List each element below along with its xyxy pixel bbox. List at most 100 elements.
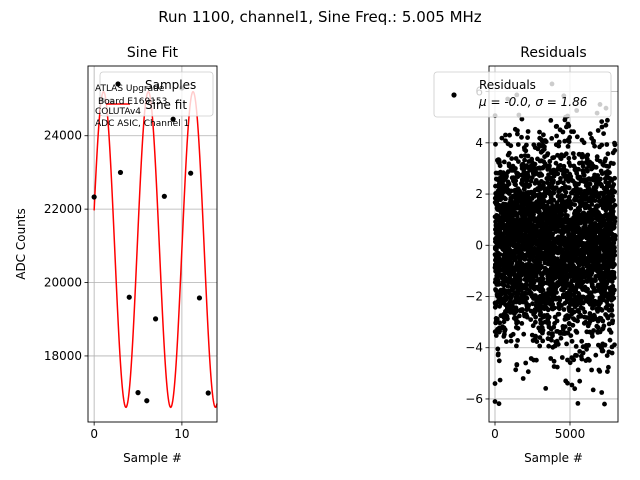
residual-point (556, 305, 561, 310)
residual-point (537, 308, 543, 314)
residual-point (556, 311, 562, 317)
residual-point (585, 152, 591, 158)
residual-point (519, 134, 524, 140)
residual-point (521, 191, 526, 197)
residual-point (566, 305, 572, 310)
residual-point (522, 263, 527, 269)
residual-point (602, 251, 608, 257)
residual-point (597, 158, 603, 164)
x-tick-label: 10 (174, 427, 189, 441)
residual-point (591, 177, 597, 183)
residual-point (499, 262, 504, 268)
residual-point (572, 304, 578, 310)
residual-point (515, 173, 520, 179)
residual-point (586, 163, 592, 169)
residual-point (545, 273, 551, 279)
residual-point (542, 265, 548, 271)
residual-point (564, 341, 569, 347)
residual-point (573, 215, 579, 221)
residual-point (555, 329, 560, 334)
residual-point (586, 299, 591, 305)
residual-point (495, 207, 501, 213)
residual-point (547, 159, 553, 164)
sample-point (117, 169, 124, 176)
residual-point (587, 189, 593, 195)
residual-point (604, 299, 610, 305)
residual-point (558, 187, 563, 193)
residual-point (586, 245, 592, 251)
residual-point (595, 194, 601, 199)
residual-point (570, 151, 576, 156)
residual-point (508, 338, 514, 344)
residual-point (609, 210, 615, 216)
residual-point (611, 261, 617, 267)
residual-point (517, 300, 523, 305)
residual-point (531, 211, 536, 217)
residual-point (520, 376, 526, 381)
residual-point (576, 256, 582, 262)
residual-point (532, 245, 537, 251)
residual-point (600, 341, 606, 347)
residual-point (528, 235, 534, 241)
residual-point (566, 185, 572, 191)
residual-point (580, 294, 586, 300)
residual-point (501, 282, 507, 288)
residual-point (542, 154, 547, 160)
residual-point (525, 129, 531, 134)
residual-point (604, 255, 610, 260)
residual-point (539, 324, 545, 330)
residual-point (524, 302, 530, 308)
residual-point (504, 171, 509, 177)
residual-point (510, 287, 516, 292)
residual-point (581, 210, 587, 216)
residual-point (598, 307, 604, 312)
residual-point (518, 249, 523, 255)
residual-point (498, 181, 503, 187)
residual-point (493, 318, 499, 324)
residual-point (609, 285, 615, 291)
residual-point (609, 308, 615, 313)
residual-point (493, 287, 498, 292)
residual-point (572, 197, 577, 203)
residual-point (535, 258, 540, 264)
residual-point (496, 176, 502, 182)
residual-point (564, 313, 570, 318)
residual-point (600, 263, 605, 269)
residual-point (499, 195, 504, 200)
residual-point (590, 305, 595, 311)
residual-point (599, 202, 604, 208)
residual-point (496, 401, 502, 407)
residual-point (597, 295, 603, 301)
residual-point (593, 352, 599, 358)
residual-point (507, 209, 512, 215)
residual-point (557, 297, 563, 303)
residual-point (553, 339, 559, 345)
residual-point (516, 159, 521, 165)
residual-point (579, 154, 585, 160)
residual-point (554, 237, 560, 242)
residual-point (588, 290, 594, 296)
residual-point (532, 278, 537, 283)
residual-point (497, 230, 503, 236)
sample-point (91, 194, 97, 200)
y-tick-label: 22000 (44, 202, 82, 216)
residual-point (493, 236, 498, 242)
residual-point (501, 319, 507, 325)
residual-point (497, 303, 502, 309)
sine-fit-xlabel: Sample # (123, 451, 182, 465)
residual-point (582, 189, 588, 194)
residual-point (515, 202, 520, 208)
residual-point (524, 178, 530, 184)
residual-point (550, 331, 555, 336)
residual-point (559, 264, 565, 270)
residual-point (555, 193, 561, 199)
residual-point (588, 198, 594, 203)
residual-point (533, 314, 538, 320)
residual-point (561, 163, 567, 169)
residual-point (571, 300, 577, 306)
residual-point (569, 177, 574, 183)
residual-point (562, 169, 567, 175)
residual-point (566, 139, 572, 145)
residual-point (599, 119, 605, 124)
residual-point (574, 245, 580, 250)
